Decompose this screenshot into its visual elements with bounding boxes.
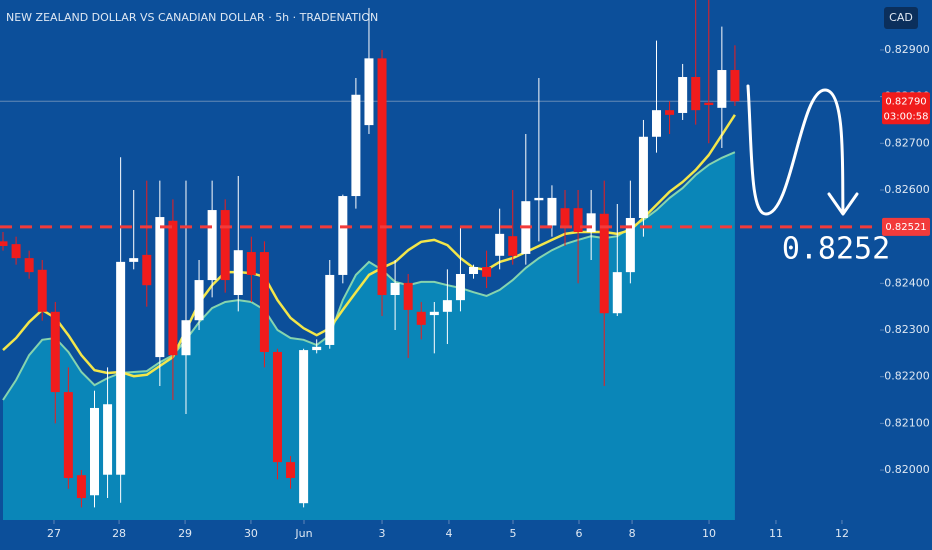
overlay — [746, 84, 859, 216]
candle-body — [207, 210, 217, 281]
last-price-label: 0.82790 — [885, 96, 926, 107]
level-tag — [882, 217, 930, 236]
candle-body — [299, 350, 309, 504]
candle-body — [116, 261, 126, 475]
chart-title: NEW ZEALAND DOLLAR VS CANADIAN DOLLAR · … — [6, 11, 378, 24]
x-tick-label: 29 — [178, 527, 192, 540]
candle-body — [272, 351, 282, 463]
candle-body — [704, 102, 714, 106]
candle-body — [76, 475, 86, 499]
candle-body — [338, 196, 348, 275]
candle-body — [416, 311, 426, 325]
candle-body — [50, 311, 60, 393]
level-tag-label: 0.82521 — [885, 222, 926, 233]
y-tick-label: 0.82100 — [884, 416, 930, 429]
candle-body — [259, 252, 269, 352]
plot-area — [0, 0, 880, 520]
x-tick-label: 8 — [629, 527, 636, 540]
candle-body — [63, 392, 73, 478]
candle-body — [508, 236, 518, 256]
y-tick-label: 0.82200 — [884, 370, 930, 383]
x-tick-label: 6 — [575, 527, 582, 540]
candle-body — [495, 233, 505, 256]
x-tick-label: 27 — [47, 527, 61, 540]
x-tick-label: 30 — [244, 527, 258, 540]
candle-body — [11, 244, 21, 259]
x-tick-label: 3 — [379, 527, 386, 540]
x-tick-label: Jun — [294, 527, 312, 540]
candle-body — [691, 77, 701, 111]
candle-body — [455, 274, 465, 301]
candle-body — [246, 252, 256, 275]
currency-box — [884, 7, 918, 29]
candle-body — [534, 197, 544, 201]
currency-label: CAD — [889, 11, 913, 24]
last-price-tag — [882, 92, 930, 125]
candle-body — [364, 58, 374, 126]
candle-body — [638, 136, 648, 218]
area-fill — [3, 152, 735, 520]
candle-body — [573, 208, 583, 232]
x-tick-label: 4 — [445, 527, 452, 540]
candle-body — [469, 267, 479, 275]
candle-body — [37, 269, 47, 312]
candle-body — [586, 213, 596, 232]
drawn-arrow — [746, 84, 845, 216]
candle-body — [652, 110, 662, 137]
x-tick-label: 10 — [702, 527, 716, 540]
candle-body — [233, 250, 243, 296]
candle-body — [560, 208, 570, 226]
annotation: 0.8252 — [782, 232, 890, 267]
candle-body — [220, 210, 230, 281]
candle-body — [390, 282, 400, 296]
candle-body — [599, 213, 609, 314]
candle-body — [403, 282, 413, 310]
candle-body — [181, 320, 191, 356]
candle-body — [442, 300, 452, 312]
x-tick-label: 28 — [112, 527, 126, 540]
y-tick-label: 0.82000 — [884, 463, 930, 476]
candle-body — [730, 70, 740, 102]
candle-body — [482, 267, 492, 277]
y-tick-label: 0.82300 — [884, 323, 930, 336]
candle-body — [312, 346, 322, 351]
x-tick-label: 12 — [835, 527, 849, 540]
y-tick-label: 0.82400 — [884, 276, 930, 289]
candle-body — [678, 77, 688, 113]
candle-body — [0, 241, 8, 246]
candle-body — [168, 220, 178, 356]
candle-body — [194, 280, 204, 321]
arrow-head — [827, 192, 859, 216]
x-tick-label: 5 — [509, 527, 516, 540]
candle-body — [429, 311, 439, 316]
candle-body — [625, 217, 635, 273]
countdown-label: 03:00:58 — [884, 111, 929, 122]
candle-body — [325, 274, 335, 345]
candle-body — [103, 404, 113, 475]
candle-body — [286, 462, 296, 478]
y-tick-label: 0.82600 — [884, 183, 930, 196]
candle-body — [547, 197, 557, 226]
candle-body — [89, 407, 99, 496]
x-tick-label: 11 — [769, 527, 783, 540]
candle-body — [351, 94, 361, 197]
candle-body — [129, 258, 139, 262]
y-tick-label: 0.82900 — [884, 43, 930, 56]
candle-body — [142, 254, 152, 286]
y-tick-label: 0.82700 — [884, 136, 930, 149]
candle-body — [717, 70, 727, 108]
candle-body — [665, 110, 675, 115]
candle-body — [155, 217, 165, 358]
candle-body — [612, 272, 622, 314]
candle-body — [24, 258, 34, 273]
candle-body — [377, 58, 387, 296]
